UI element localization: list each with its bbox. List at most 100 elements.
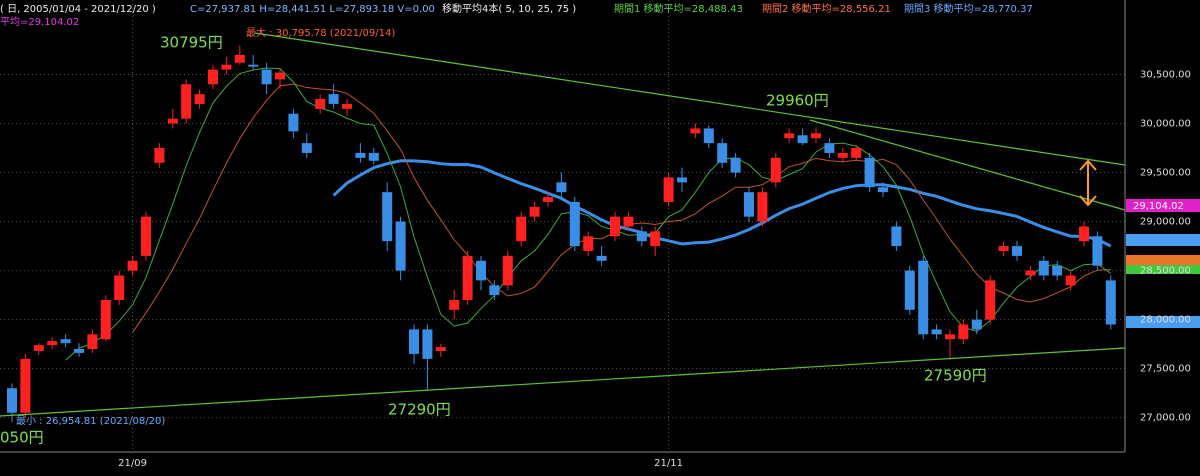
candle-body <box>47 341 58 346</box>
header-ma: 移動平均4本( 5, 10, 25, 75 ) <box>442 2 576 15</box>
candle-body <box>1105 280 1116 325</box>
header-ma3: 期間3 移動平均=28,770.37 <box>904 2 1033 15</box>
range-arrow <box>1079 159 1097 207</box>
candle-body <box>315 99 326 109</box>
candle-body <box>20 358 31 413</box>
candle-body <box>1092 236 1103 266</box>
candle-body <box>181 84 192 119</box>
candle-body <box>355 152 366 158</box>
candle-body <box>650 231 661 247</box>
candle-body <box>60 339 71 344</box>
candle-body <box>449 300 460 310</box>
candle-body <box>811 133 821 139</box>
candle-body <box>757 192 768 222</box>
moving-average <box>65 67 1112 361</box>
annotation: 050円 <box>0 429 44 447</box>
candle-body <box>368 152 379 161</box>
candle-body <box>208 69 218 85</box>
candle-body <box>784 133 795 139</box>
candle-body <box>328 94 339 104</box>
candle-body <box>275 72 285 80</box>
annotation: 27290円 <box>388 401 451 419</box>
y-tick-label: 29,500.00 <box>1140 168 1191 179</box>
annotation: 30795円 <box>160 34 223 52</box>
candle-body <box>623 216 634 227</box>
candle-body <box>489 285 500 296</box>
candle-body <box>677 177 687 183</box>
candle-body <box>1025 270 1036 276</box>
badge-label: 29,104.02 <box>1133 201 1184 212</box>
trend-line <box>254 32 1126 166</box>
candle-body <box>971 319 982 330</box>
candle-body <box>395 221 406 271</box>
candle-body <box>610 216 620 237</box>
plot-area <box>0 0 1125 450</box>
candle-body <box>1012 246 1022 256</box>
price-badge <box>1126 316 1200 328</box>
y-tick-label: 27,000.00 <box>1140 413 1191 424</box>
candle-body <box>958 324 969 340</box>
candle-body <box>717 143 728 163</box>
candle-body <box>583 236 594 251</box>
price-badge <box>1126 199 1200 212</box>
y-tick-label: 28,000.00 <box>1140 315 1191 326</box>
x-tick-label: 21/09 <box>118 458 147 469</box>
candle-body <box>985 280 996 320</box>
candle-body <box>409 329 419 354</box>
candle-body <box>797 135 808 144</box>
candle-body <box>462 255 473 300</box>
y-tick-label: 30,000.00 <box>1140 119 1191 130</box>
candle-body <box>33 345 44 351</box>
candle-body <box>945 334 955 340</box>
candle-body <box>703 128 714 144</box>
candle-body <box>878 187 888 193</box>
candle-body <box>556 182 567 193</box>
candle-body <box>100 300 111 340</box>
candle-body <box>824 143 835 153</box>
y-tick-label: 29,000.00 <box>1140 217 1191 228</box>
header-ma2: 期間2 移動平均=28,556.21 <box>762 2 891 15</box>
candle-body <box>248 64 259 67</box>
candle-body <box>74 349 84 353</box>
candle-body <box>221 64 232 70</box>
candle-body <box>998 246 1009 251</box>
candle-body <box>114 275 125 300</box>
candle-body <box>342 103 352 109</box>
candle-body <box>1038 260 1049 276</box>
trend-line <box>0 347 1126 417</box>
annotation: 27590円 <box>924 367 987 385</box>
candle-body <box>127 260 138 271</box>
header-range: ( 日, 2005/01/04 - 2021/12/20 ) <box>0 4 156 15</box>
candle-body <box>529 206 540 217</box>
candle-body <box>837 152 848 158</box>
candle-body <box>382 192 393 242</box>
candle-body <box>851 148 862 158</box>
header-ma4: 平均=29,104.02 <box>0 16 79 28</box>
candle-body <box>1052 265 1063 276</box>
candle-body <box>891 226 902 247</box>
candle-body <box>422 329 433 359</box>
annotation: 29960円 <box>766 92 829 110</box>
candle-body <box>770 157 781 183</box>
candle-body <box>569 201 580 247</box>
candle-body <box>744 192 754 217</box>
candle-body <box>288 113 299 132</box>
price-badge <box>1126 255 1200 265</box>
candle-body <box>194 94 205 104</box>
candle-body <box>476 260 486 281</box>
candle-body <box>864 157 875 188</box>
candle-body <box>7 388 17 413</box>
candle-body <box>261 69 272 85</box>
x-tick-label: 21/11 <box>654 458 683 469</box>
candle-body <box>435 347 446 351</box>
candle-body <box>543 197 553 202</box>
candle-body <box>663 177 674 202</box>
trend-line <box>809 119 1126 211</box>
candle-body <box>516 216 527 242</box>
header-ma1: 期間1 移動平均=28,488.43 <box>614 2 743 15</box>
annotation: 最小 : 26,954.81 (2021/08/20) <box>16 415 165 427</box>
candle-body <box>730 157 741 173</box>
candle-body <box>596 255 607 261</box>
